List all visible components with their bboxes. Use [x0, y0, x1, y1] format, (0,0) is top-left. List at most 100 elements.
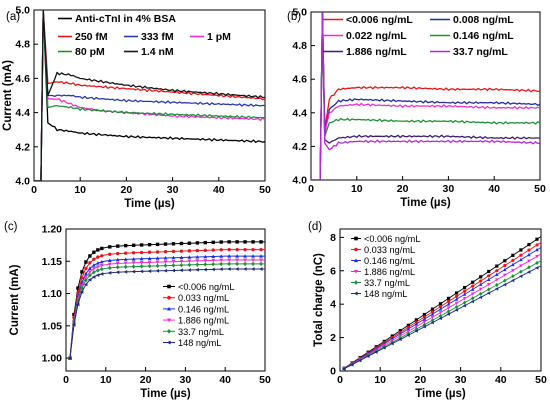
series-line-2	[311, 12, 540, 180]
series-line-3	[34, 10, 265, 181]
legend-entry: 1 pM	[190, 31, 231, 43]
series-line-4	[34, 10, 265, 181]
y-tick-label: 4.8	[15, 39, 30, 51]
series-point	[454, 291, 459, 295]
series-point	[478, 282, 483, 286]
legend-entry: Anti-cTnI in 4% BSA	[58, 13, 176, 25]
y-tick-label: 1.00	[42, 353, 63, 365]
series-point	[99, 266, 104, 272]
series-point	[163, 263, 168, 268]
series-point	[243, 261, 247, 267]
series-point	[454, 297, 459, 301]
series-point	[503, 263, 507, 268]
series-point	[123, 270, 128, 274]
series-line-5	[69, 268, 265, 359]
x-tick-label: 30	[455, 374, 467, 386]
series-point	[91, 275, 96, 279]
series-point	[84, 277, 88, 283]
legend-entry: 333 fM	[124, 31, 174, 43]
legend-entry: 0.146 ng/mL	[351, 256, 415, 266]
y-tick-label: 4.2	[292, 141, 307, 153]
series-point	[511, 253, 515, 257]
x-tick-label: 50	[534, 183, 546, 195]
series-point	[259, 261, 263, 267]
series-point	[495, 282, 499, 288]
series-point	[123, 257, 128, 261]
legend-entry: 0.033 ng/mL	[351, 245, 415, 255]
series-point	[84, 275, 88, 280]
series-point	[155, 256, 160, 260]
series-point	[211, 240, 215, 245]
series-point	[179, 249, 184, 253]
series-point	[518, 274, 523, 279]
series-point	[503, 267, 507, 272]
series-point	[414, 329, 418, 333]
series-point	[203, 254, 208, 259]
series-point	[80, 275, 84, 280]
series-point	[155, 263, 160, 269]
series-point	[96, 248, 100, 252]
series-point	[422, 315, 427, 319]
series-point	[422, 320, 427, 324]
legend-label: <0.006 ng/mL	[364, 234, 420, 244]
series-point	[80, 270, 84, 274]
series-point	[503, 278, 507, 283]
x-tick-label: 10	[351, 183, 363, 195]
series-point	[259, 254, 263, 258]
series-point	[251, 247, 255, 252]
series-point	[171, 268, 175, 273]
series-point	[147, 250, 152, 254]
legend-label: 0.033 ng/mL	[178, 293, 229, 303]
series-point	[503, 273, 507, 278]
series-point	[147, 242, 152, 247]
legend-label: Anti-cTnI in 4% BSA	[75, 13, 176, 25]
series-point	[438, 302, 443, 306]
series-point	[446, 312, 450, 316]
series-point	[422, 312, 427, 317]
series-point	[95, 268, 100, 273]
legend-entry: 0.146 ng/mL	[430, 30, 514, 42]
series-point	[139, 269, 144, 274]
y-tick-label: 1.20	[42, 224, 63, 236]
series-point	[243, 240, 247, 244]
x-tick-label: 50	[259, 374, 271, 386]
x-tick-label: 10	[74, 184, 86, 196]
series-point	[187, 255, 192, 259]
series-line-0	[311, 12, 540, 180]
series-point	[187, 262, 192, 268]
series-point	[251, 254, 255, 258]
y-tick-label: 1.15	[42, 256, 63, 268]
legend-label: 1.886 ng/mL	[346, 46, 407, 58]
series-line-0	[34, 10, 265, 181]
x-tick-label: 0	[31, 184, 37, 196]
y-axis-label: Total charge (nC)	[313, 253, 325, 347]
series-point	[390, 341, 394, 346]
series-point	[478, 295, 483, 300]
series-line-2	[34, 10, 265, 181]
series-point	[179, 255, 184, 260]
series-point	[195, 267, 199, 272]
y-axis-label: Current (mA)	[9, 264, 21, 335]
series-point	[99, 263, 104, 268]
legend-label: 0.146 ng/mL	[178, 304, 229, 314]
series-point	[486, 287, 491, 292]
series-point	[131, 264, 136, 269]
series-point	[259, 240, 263, 244]
legend-entry: 33.7 ng/mL	[430, 46, 508, 58]
series-point	[179, 268, 183, 273]
y-tick-label: 8	[330, 232, 336, 244]
series-point	[124, 243, 128, 248]
series-point	[406, 327, 411, 331]
series-point	[527, 248, 531, 252]
legend-label: 148 ng/mL	[178, 338, 221, 348]
series-point	[511, 262, 515, 267]
series-point	[243, 254, 247, 258]
chart-panel-b: 0 10 20 30 40 50 4.0 4.2 4.4 4.6 4.8 5.0 Time (µs) (b…	[287, 7, 546, 210]
series-point	[227, 267, 231, 271]
series-point	[243, 247, 247, 252]
series-line-1	[311, 12, 540, 180]
series-point	[163, 242, 168, 246]
series-point	[414, 322, 419, 326]
legend-marker	[167, 306, 171, 311]
